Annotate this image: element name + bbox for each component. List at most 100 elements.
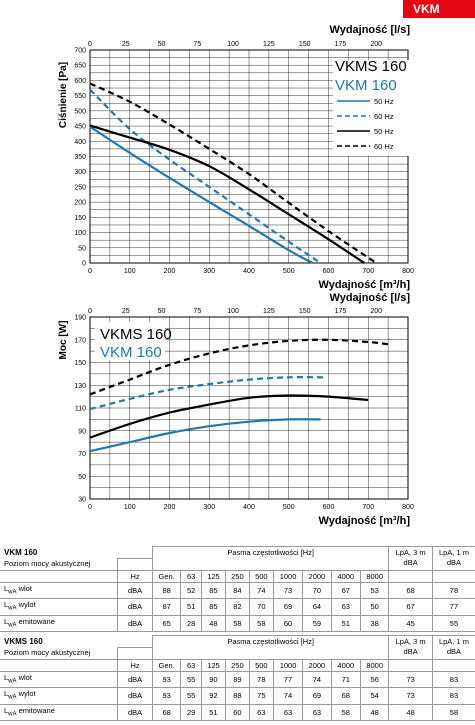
cell: 68 xyxy=(151,703,182,721)
cell: 65 xyxy=(151,614,182,632)
power-y-label: Moc [W] xyxy=(58,321,69,360)
y-tick-label: 100 xyxy=(74,230,86,237)
x-tick-label: 500 xyxy=(283,268,295,275)
plot-frame xyxy=(89,49,409,264)
x2-tick-label: 200 xyxy=(370,41,382,48)
cell: 28 xyxy=(180,614,202,632)
unit-header: Hz xyxy=(117,569,153,583)
cell: dBA xyxy=(117,581,153,599)
cell: 70 xyxy=(302,581,332,599)
header-spacer xyxy=(0,658,119,672)
power-chart-series xyxy=(89,338,389,453)
power-x-label: Wydajność [m³/h] xyxy=(319,515,411,527)
pressure-chart: 0 100 200 300 400 500 600 700 8000 25 50 75 100 125 15… xyxy=(58,24,414,291)
pressure-legend: VKMS 160 VKM 160 50 Hz 60 Hz 50 Hz 60 Hz xyxy=(333,58,409,156)
cell: dBA xyxy=(117,614,153,632)
table-row: LwA wylot dBA 93 55 92 88 75 74 69 68 54 73 83 xyxy=(0,687,475,705)
x2-tick-label: 125 xyxy=(263,41,275,48)
x-tick-label: 400 xyxy=(243,504,255,511)
cell: 83 xyxy=(431,670,475,688)
x-tick-label: 100 xyxy=(124,268,136,275)
freq-header: 2000 xyxy=(302,569,332,583)
gen-header: Gen. xyxy=(151,658,182,672)
legend-label-vkms-50: 50 Hz xyxy=(374,127,394,136)
cell: 63 xyxy=(302,703,332,721)
freq-header: 1000 xyxy=(272,658,304,672)
cell: 78 xyxy=(248,670,274,688)
legend-label-vkms-60: 60 Hz xyxy=(374,142,394,151)
y-tick-label: 170 xyxy=(74,337,86,344)
cell: 83 xyxy=(431,687,475,705)
series-line-1 xyxy=(89,88,322,264)
x2-tick-label: 50 xyxy=(158,41,166,48)
cell: 93 xyxy=(151,687,182,705)
pressure-chart-grid xyxy=(89,49,409,264)
y-tick-label: 90 xyxy=(78,428,86,435)
cell: 67 xyxy=(330,581,361,599)
lpa1-header: LpA, 1 m dBA xyxy=(431,546,475,571)
y-tick-label: 190 xyxy=(74,315,86,322)
x-tick-label: 0 xyxy=(88,504,92,511)
x-tick-label: 0 xyxy=(88,268,92,275)
cell: 64 xyxy=(302,598,332,616)
x2-tick-label: 25 xyxy=(122,41,130,48)
product-badge: VKM xyxy=(403,0,475,18)
acoustic-table-vkm: VKM 160 Pasma częstotliwości [Hz] LpA, 3… xyxy=(0,546,475,632)
table-row: LwA emitowane dBA 65 28 48 58 58 60 59 51 38 45 55 xyxy=(0,614,475,632)
y-tick-label: 450 xyxy=(74,124,86,131)
cell: 77 xyxy=(272,670,304,688)
freq-header: 125 xyxy=(200,569,226,583)
cell: 60 xyxy=(272,614,304,632)
cell: 78 xyxy=(431,581,475,599)
x-tick-label: 600 xyxy=(323,504,335,511)
y-tick-label: 0 xyxy=(82,261,86,268)
table-subtitle: Poziom mocy akustycznej xyxy=(0,558,119,571)
cell: 73 xyxy=(388,687,433,705)
cell: 68 xyxy=(330,687,361,705)
freq-header: 63 xyxy=(180,658,202,672)
table-subtitle: Poziom mocy akustycznej xyxy=(0,647,119,660)
power-chart: 0 100 200 300 400 500 600 700 800 0 25 50 75 100 125 15… xyxy=(58,292,414,527)
y-tick-label: 250 xyxy=(74,184,86,191)
x2-tick-label: 175 xyxy=(335,308,347,315)
y-tick-label: 550 xyxy=(74,93,86,100)
cell: 48 xyxy=(388,703,433,721)
cell: 55 xyxy=(180,670,202,688)
y-tick-label: 200 xyxy=(74,200,86,207)
cell: 58 xyxy=(330,703,361,721)
table-header-row: Hz Gen. 63 125 250 500 1000 2000 4000 8000 xyxy=(0,658,475,672)
cell: 63 xyxy=(272,703,304,721)
cell: 69 xyxy=(302,687,332,705)
pressure-y-label: Ciśnienie [Pa] xyxy=(58,62,69,128)
table-header-row: Hz Gen. 63 125 250 500 1000 2000 4000 8000 xyxy=(0,569,475,583)
y-tick-label: 30 xyxy=(78,497,86,504)
x-tick-label: 300 xyxy=(203,268,215,275)
cell: 82 xyxy=(224,598,250,616)
series-line-0 xyxy=(89,125,314,264)
lpa3-header: LpA, 3 m dBA xyxy=(388,635,433,660)
x2-tick-label: 150 xyxy=(299,41,311,48)
freq-header: 500 xyxy=(248,569,274,583)
cell: 87 xyxy=(151,598,182,616)
cell: 55 xyxy=(431,614,475,632)
cell: 90 xyxy=(200,670,226,688)
row-label: LwA wylot xyxy=(0,687,119,705)
x-tick-label: 700 xyxy=(362,504,374,511)
pressure-chart-series xyxy=(89,82,377,264)
cell: 73 xyxy=(272,581,304,599)
row-label: LwA wylot xyxy=(0,598,119,616)
series-line-1 xyxy=(89,376,325,411)
lpa1-spacer xyxy=(431,569,475,583)
y-tick-label: 150 xyxy=(74,360,86,367)
cell: 93 xyxy=(151,670,182,688)
cell: 74 xyxy=(248,581,274,599)
lpa1-spacer xyxy=(431,658,475,672)
cell: 38 xyxy=(359,614,390,632)
x-tick-label: 500 xyxy=(283,504,295,511)
x-tick-label: 400 xyxy=(243,268,255,275)
cell: 89 xyxy=(224,670,250,688)
cell: 29 xyxy=(180,703,202,721)
cell: 85 xyxy=(200,598,226,616)
pressure-chart-ticks: 0 100 200 300 400 500 600 700 8000 25 50 75 100 125 15… xyxy=(74,41,414,275)
table-title: VKMS 160 xyxy=(4,637,43,646)
